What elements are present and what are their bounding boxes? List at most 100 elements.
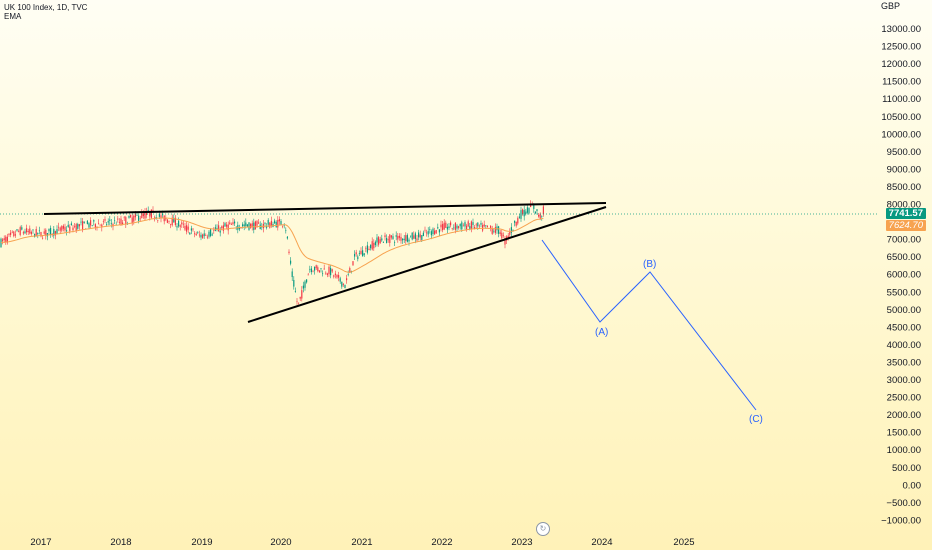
candle-body [166, 219, 168, 223]
candle-body [397, 235, 399, 240]
candle-body [469, 226, 471, 230]
candle-body [200, 234, 202, 238]
candle-body [453, 227, 455, 229]
wave-label-a: (A) [595, 327, 608, 338]
candle-body [533, 205, 535, 209]
candle-body [210, 229, 212, 237]
replay-icon[interactable]: ↻ [536, 522, 550, 536]
candle-body [514, 220, 516, 223]
price-tick-label: 11000.00 [882, 94, 921, 105]
candle-body [19, 227, 21, 235]
price-tick-label: 2500.00 [887, 393, 921, 404]
candle-body [99, 224, 101, 226]
candle-body [22, 232, 24, 234]
candle-body [83, 221, 85, 224]
time-axis[interactable]: 2017 2018 2019 2020 2021 2022 2023 2024 2025 [30, 537, 694, 548]
candle-body [536, 209, 538, 212]
price-tick-label: 4000.00 [887, 340, 921, 351]
candle-body [107, 221, 109, 223]
candle-body [149, 211, 151, 217]
candle-body [197, 232, 199, 233]
candle-body [125, 217, 127, 225]
candle-body [198, 234, 200, 236]
candle-body [405, 235, 407, 241]
candle-body [470, 221, 472, 229]
wave-projection-line[interactable] [541, 239, 757, 411]
candle-body [285, 230, 287, 231]
candle-body [290, 260, 292, 264]
price-axis[interactable]: 13000.00 12500.00 12000.00 11500.00 11000.00… [881, 24, 921, 526]
candle-body [278, 219, 280, 222]
candle-body [54, 231, 56, 236]
indicator-label[interactable]: EMA [4, 12, 22, 21]
candle-body [21, 227, 23, 230]
candle-body [267, 219, 269, 225]
lower-trendline[interactable] [247, 206, 607, 323]
price-tick-label: 500.00 [892, 463, 921, 474]
wave-label-c: (C) [749, 414, 763, 425]
candle-body [75, 224, 77, 231]
currency-label[interactable]: GBP [880, 1, 900, 11]
price-tick-label: 9500.00 [887, 147, 921, 158]
price-tick-label: 3500.00 [887, 357, 921, 368]
candle-body [402, 238, 404, 241]
candle-body [485, 225, 487, 227]
candle-body [368, 248, 370, 251]
candle-body [243, 224, 245, 227]
candle-body [475, 224, 477, 226]
candle-body [286, 236, 288, 239]
candle-body [222, 225, 224, 231]
candle-body [341, 281, 343, 287]
candle-body [418, 232, 420, 238]
candle-body [59, 227, 61, 231]
candle-body [387, 239, 389, 241]
candle-body [123, 217, 125, 219]
candle-body [344, 284, 346, 289]
candle-body [221, 226, 223, 229]
candle-body [491, 228, 493, 234]
candle-body [522, 209, 524, 215]
candle-body [325, 272, 327, 274]
candle-body [202, 234, 204, 239]
candle-body [18, 231, 20, 232]
symbol-title[interactable]: UK 100 Index, 1D, TVC [4, 3, 88, 12]
candle-body [507, 235, 509, 238]
candle-body [461, 222, 463, 230]
candle-body [182, 223, 184, 225]
candle-body [392, 236, 394, 239]
time-tick-label: 2024 [591, 537, 612, 548]
candle-body [427, 231, 429, 235]
candle-body [192, 228, 194, 230]
candle-body [520, 210, 522, 219]
candle-body [458, 226, 460, 228]
candle-body [173, 217, 175, 223]
candle-body [338, 275, 340, 278]
candle-body [448, 226, 450, 229]
candle-body [374, 241, 376, 246]
candle-body [245, 222, 247, 226]
candle-body [370, 244, 372, 249]
candle-body [434, 230, 436, 235]
candle-body [389, 234, 391, 243]
price-tick-label: 10000.00 [881, 129, 921, 140]
candle-body [466, 225, 468, 230]
candle-body [478, 225, 480, 227]
candle-body [394, 242, 396, 243]
candle-body [134, 213, 136, 218]
price-tick-label: 5000.00 [887, 305, 921, 316]
candle-body [501, 232, 503, 239]
candle-body [467, 221, 469, 227]
candle-body [331, 269, 333, 272]
price-tick-label: 2000.00 [887, 410, 921, 421]
candle-body [334, 273, 336, 275]
candle-body [91, 225, 93, 226]
upper-trendline[interactable] [43, 202, 607, 215]
candle-body [419, 234, 421, 238]
price-tick-label: 6500.00 [887, 252, 921, 263]
candle-body [150, 209, 152, 218]
candle-body [248, 222, 250, 230]
price-tick-label: 6000.00 [887, 270, 921, 281]
candle-body [429, 229, 431, 230]
candle-body [138, 215, 140, 221]
